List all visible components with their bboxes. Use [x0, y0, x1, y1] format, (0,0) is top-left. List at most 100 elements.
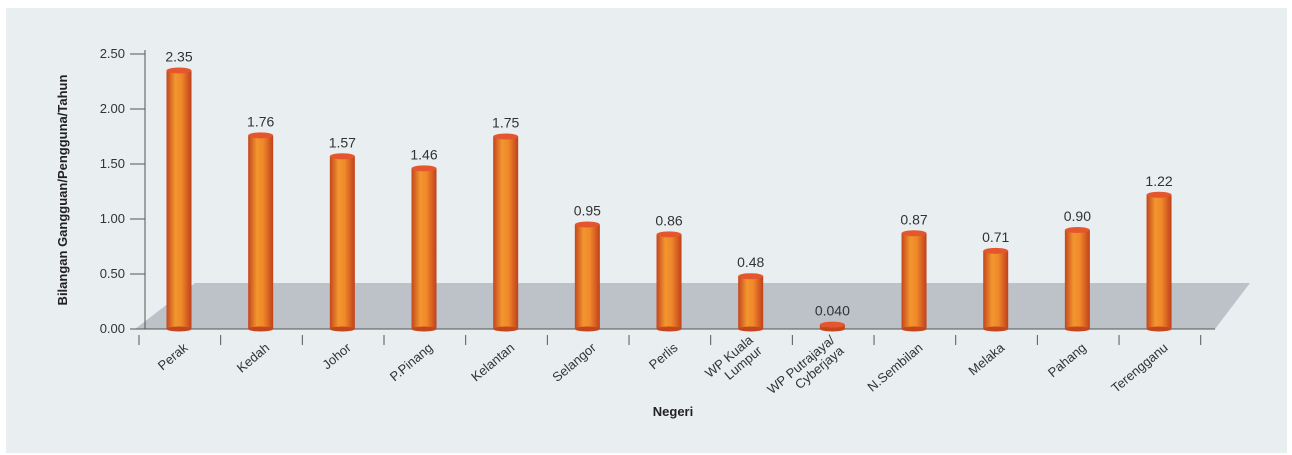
bar — [1064, 227, 1090, 332]
value-label: 2.35 — [165, 49, 192, 65]
bar — [819, 321, 845, 332]
value-label: 0.87 — [900, 211, 927, 227]
bar-body — [656, 234, 682, 329]
x-tick-label: Melaka — [965, 339, 1007, 378]
x-tick-label-line: Perak — [155, 340, 191, 374]
value-label: 0.48 — [737, 254, 764, 270]
y-tick-label: 0.50 — [100, 266, 125, 281]
x-tick-label: Selangor — [549, 339, 599, 384]
bar-cap — [738, 273, 764, 280]
bar-base — [983, 326, 1009, 332]
bar — [411, 165, 437, 332]
bar-body — [901, 233, 927, 329]
value-label: 0.86 — [655, 212, 682, 228]
bar-base — [166, 326, 192, 332]
bar — [738, 273, 764, 332]
x-tick-label: Terengganu — [1108, 340, 1170, 396]
y-tick-label: 0.00 — [100, 321, 125, 336]
bar-base — [738, 326, 764, 332]
x-tick-label-line: Melaka — [965, 339, 1007, 378]
bar-cap — [819, 321, 845, 328]
bar-body — [1146, 194, 1172, 329]
x-tick-label: Perak — [155, 340, 191, 374]
x-tick-label: Perlis — [646, 340, 681, 373]
x-ticks — [138, 335, 1202, 345]
x-tick-label-line: Perlis — [646, 340, 681, 373]
value-label: 1.76 — [247, 113, 274, 129]
x-axis-title: Negeri — [653, 404, 693, 419]
value-label: 1.22 — [1145, 173, 1172, 189]
bar-cap — [983, 247, 1009, 254]
x-tick-label-line: Kelantan — [468, 340, 517, 384]
bars — [166, 67, 1172, 332]
x-tick-label-line: Kedah — [234, 340, 272, 376]
bar-cap — [411, 165, 437, 172]
value-label: 0.95 — [574, 203, 601, 219]
bar-cap — [901, 230, 927, 237]
bar-cap — [329, 153, 355, 160]
bar-base — [1064, 326, 1090, 332]
x-tick-label-line: P.Pinang — [387, 340, 436, 384]
x-tick-label: N.Sembilan — [864, 340, 925, 395]
x-tick-label: WP Putrajaya/Cyberjaya — [764, 332, 847, 408]
bar-body — [411, 168, 437, 329]
bar-body — [493, 136, 519, 329]
bar — [1146, 191, 1172, 332]
x-tick-label-line: Terengganu — [1108, 340, 1170, 396]
value-labels: 2.35 1.76 1.57 1.46 1.75 0.95 0.86 0.48 0.040 0.8… — [165, 49, 1173, 319]
x-tick-label-line: Selangor — [549, 339, 599, 384]
bar — [656, 231, 682, 332]
bar — [493, 133, 519, 332]
bar-cap — [1146, 191, 1172, 198]
bar — [248, 132, 274, 332]
bar-base — [493, 326, 519, 332]
value-label: 1.75 — [492, 115, 519, 131]
bar — [329, 153, 355, 332]
bar-cap — [166, 67, 192, 74]
bar-base — [819, 326, 845, 332]
y-tick-label: 1.00 — [100, 211, 125, 226]
bar-base — [574, 326, 600, 332]
x-tick-label-line: Pahang — [1045, 340, 1089, 380]
bar — [166, 67, 192, 332]
bar-base — [248, 326, 274, 332]
bar-cap — [248, 132, 274, 139]
bar-base — [329, 326, 355, 332]
bar-body — [983, 250, 1009, 329]
x-tick-label-line: Johor — [319, 339, 354, 372]
x-tick-label: WP KualaLumpur — [702, 332, 765, 392]
value-label: 0.90 — [1064, 208, 1091, 224]
bar-base — [656, 326, 682, 332]
bar-base — [901, 326, 927, 332]
value-label: 1.57 — [329, 134, 356, 150]
bar — [574, 221, 600, 332]
x-tick-label-line: N.Sembilan — [864, 340, 925, 395]
bar-body — [329, 156, 355, 329]
bar-body — [574, 224, 600, 329]
bar-body — [248, 135, 274, 329]
bar — [901, 230, 927, 332]
x-tick-label: Johor — [319, 339, 354, 372]
value-label: 0.71 — [982, 229, 1009, 245]
x-tick-label: Kedah — [234, 340, 272, 376]
value-label: 1.46 — [410, 146, 437, 162]
bar-cap — [1064, 227, 1090, 233]
bar-body — [1064, 230, 1090, 329]
x-tick-label: Pahang — [1045, 340, 1089, 380]
y-tick-label: 2.00 — [100, 101, 125, 116]
y-ticks: 0.00 0.50 1.00 1.50 2.00 2.50 — [100, 46, 145, 336]
x-tick-label: Kelantan — [468, 340, 517, 384]
y-tick-label: 2.50 — [100, 46, 125, 61]
bar-cap — [493, 133, 519, 140]
y-axis-title: Bilangan Gangguan/Pengguna/Tahun — [55, 75, 70, 306]
bar-base — [1146, 326, 1172, 332]
bar-cap — [656, 231, 682, 238]
x-tick-label: P.Pinang — [387, 340, 436, 384]
bar-body — [738, 276, 764, 329]
value-label: 0.040 — [815, 303, 850, 319]
y-tick-label: 1.50 — [100, 156, 125, 171]
bar-cap — [574, 221, 600, 228]
bar — [983, 247, 1009, 332]
bar-body — [166, 70, 192, 329]
